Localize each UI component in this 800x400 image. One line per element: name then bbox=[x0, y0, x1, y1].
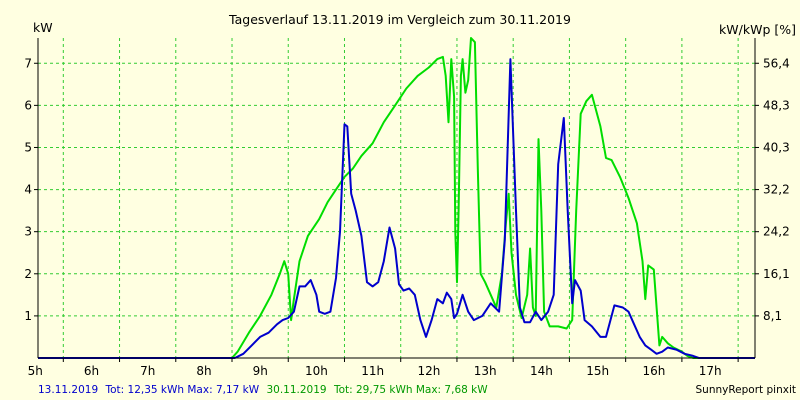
y-left-tick-label: 1 bbox=[24, 309, 32, 323]
y-left-tick-label: 3 bbox=[24, 225, 32, 239]
footer-series2-stats: Tot: 29,75 kWh Max: 7,68 kW bbox=[333, 384, 488, 396]
y-right-tick-label: 48,3 bbox=[763, 98, 790, 112]
tick-labels: 5h 6h 7h 8h 9h 10h 11h 12h 13h 14h 15h 16h 17h 1 8,1 2 1… bbox=[24, 56, 789, 378]
footer-series1-date: 13.11.2019 bbox=[38, 384, 98, 396]
y-left-tick-label: 4 bbox=[24, 183, 32, 197]
x-tick-label: 14h bbox=[530, 364, 553, 378]
grid-lines bbox=[38, 38, 755, 358]
x-tick-label: 13h bbox=[474, 364, 497, 378]
y-left-tick-label: 2 bbox=[24, 267, 32, 281]
series-line-30-11-2019 bbox=[38, 37, 755, 359]
series-line-13-11-2019 bbox=[38, 58, 755, 359]
x-tick-label: 16h bbox=[642, 364, 665, 378]
series-lines bbox=[38, 37, 755, 359]
chart-title: Tagesverlauf 13.11.2019 im Vergleich zum… bbox=[228, 12, 571, 27]
y-right-tick-label: 8,1 bbox=[763, 309, 782, 323]
x-tick-label: 12h bbox=[418, 364, 441, 378]
x-tick-label: 15h bbox=[586, 364, 609, 378]
y-right-tick-label: 32,2 bbox=[763, 183, 790, 197]
y-left-tick-label: 7 bbox=[24, 56, 32, 70]
y-right-tick-label: 16,1 bbox=[763, 267, 790, 281]
y-left-tick-label: 5 bbox=[24, 140, 32, 154]
y-right-tick-label: 24,2 bbox=[763, 225, 790, 239]
y-right-tick-label: 40,3 bbox=[763, 140, 790, 154]
x-tick-label: 17h bbox=[699, 364, 722, 378]
x-tick-label: 11h bbox=[361, 364, 384, 378]
x-tick-label: 7h bbox=[140, 364, 155, 378]
x-tick-label: 9h bbox=[253, 364, 268, 378]
y-axis-right-label: kW/kWp [%] bbox=[719, 22, 796, 37]
x-tick-label: 6h bbox=[84, 364, 99, 378]
y-axis-left-label: kW bbox=[33, 20, 53, 35]
axes bbox=[34, 38, 759, 362]
x-tick-label: 5h bbox=[28, 364, 43, 378]
footer-stats: 13.11.2019 Tot: 12,35 kWh Max: 7,17 kW 3… bbox=[38, 384, 488, 396]
brand-label: SunnyReport pinxit bbox=[696, 384, 796, 396]
x-tick-label: 8h bbox=[196, 364, 211, 378]
footer-series2-date: 30.11.2019 bbox=[266, 384, 326, 396]
y-left-tick-label: 6 bbox=[24, 98, 32, 112]
x-tick-label: 10h bbox=[305, 364, 328, 378]
footer-series1-stats: Tot: 12,35 kWh Max: 7,17 kW bbox=[104, 384, 259, 396]
y-right-tick-label: 56,4 bbox=[763, 56, 790, 70]
